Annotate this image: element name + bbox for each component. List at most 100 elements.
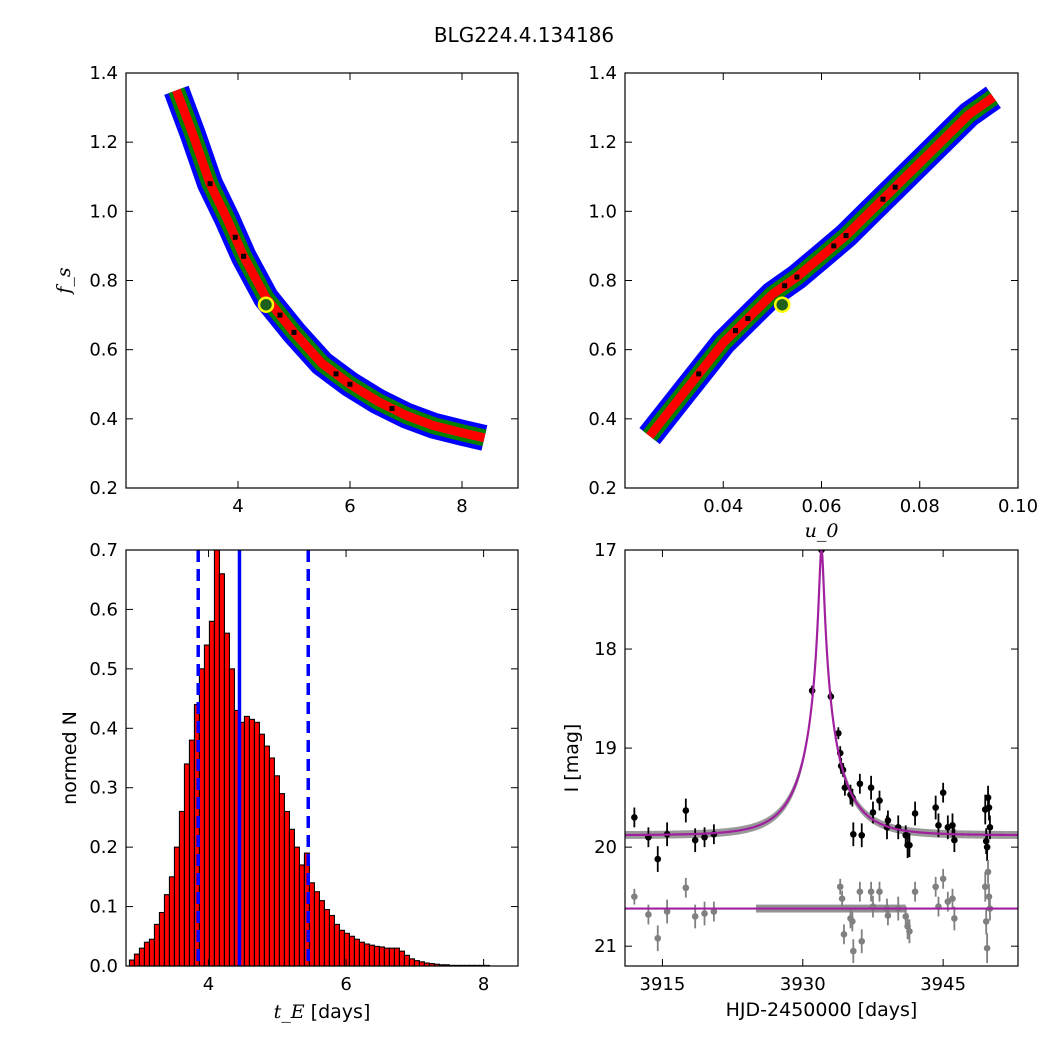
histogram-bar [403, 954, 410, 967]
contour-inner [646, 93, 996, 439]
y-tick-label: 0.0 [89, 956, 118, 977]
contour-core-cell [794, 274, 800, 280]
x-tick-label: 8 [456, 496, 467, 517]
contour-core-cell [782, 283, 788, 289]
data-point [911, 810, 919, 817]
contour-core-cell [745, 316, 751, 322]
x-tick-label: 3945 [920, 974, 966, 995]
histogram-bar [218, 573, 225, 967]
axes-frame [624, 549, 1019, 967]
histogram-bar [143, 941, 150, 967]
x-tick-label: 6 [340, 974, 351, 995]
data-point [983, 843, 991, 851]
histogram-bar [298, 864, 305, 967]
histogram-bar [328, 914, 335, 967]
x-axis-label: HJD-2450000 [days] [726, 999, 918, 1021]
histogram-bar [208, 620, 215, 967]
y-axis-label: normed N [59, 711, 81, 805]
y-tick-label: 0.3 [89, 778, 118, 799]
data-point [939, 789, 947, 796]
histogram-bar [188, 739, 195, 967]
histogram-bar [203, 644, 210, 967]
histogram-bar [178, 810, 185, 967]
x-axis-label: t_E [days] [274, 1001, 371, 1023]
y-tick-label: 1.2 [588, 132, 617, 153]
contour-core-cell [389, 405, 395, 411]
histogram-bar [163, 894, 170, 967]
residual-point [836, 883, 844, 891]
data-point [631, 814, 638, 821]
residual-point [981, 883, 989, 891]
y-tick-label: 0.4 [89, 409, 118, 430]
contour-core-cell [843, 233, 849, 239]
contour-core-cell [880, 196, 886, 202]
contour-core-cell [333, 371, 339, 377]
histogram-bar [413, 960, 420, 967]
y-tick-label: 1.0 [89, 201, 118, 222]
data-point [984, 794, 992, 801]
histogram-bar [138, 947, 145, 967]
axes-frame [125, 549, 519, 967]
histogram-bar [363, 943, 370, 967]
histogram-bar [268, 757, 275, 967]
histogram-bar [183, 763, 190, 967]
residual-point [884, 912, 892, 919]
contour-outer [164, 85, 488, 451]
histogram-bar [168, 876, 175, 967]
y-tick-label: 21 [594, 936, 617, 957]
y-axis-label: f_s [53, 267, 75, 296]
data-point [949, 822, 956, 829]
data-point [932, 804, 939, 811]
residual-point [984, 868, 992, 876]
histogram-bar [358, 941, 365, 967]
x-tick-label: 6 [344, 496, 355, 517]
contour-core-cell [347, 381, 353, 387]
panel-lightcurve: 3915 3930 3945 17 18 19 20 21 I [mag] HJD-2450000… [561, 540, 1019, 1021]
y-tick-label: 0.8 [588, 271, 617, 292]
histogram-bar [153, 923, 160, 967]
data-point [985, 804, 993, 811]
contour-core-cell [291, 329, 297, 335]
histogram-bar [173, 846, 180, 967]
contour-core-cell [892, 184, 898, 190]
contour-core-cell [831, 243, 837, 249]
residual-point [710, 908, 718, 915]
residual-point [645, 911, 652, 918]
data-point [876, 797, 883, 804]
histogram-bar [388, 947, 395, 967]
data-point [841, 784, 849, 792]
histogram-bar [313, 891, 320, 967]
y-tick-label: 0.8 [89, 271, 118, 292]
data-point [867, 784, 875, 792]
residual-point [838, 895, 846, 902]
y-tick-label: 1.0 [588, 201, 617, 222]
residual-point [982, 918, 990, 925]
histogram-bar [223, 632, 230, 967]
histogram-bar [248, 718, 255, 967]
best-fit-marker [773, 296, 791, 313]
data-point [951, 836, 958, 844]
contour-core-cell [241, 253, 247, 259]
residual-point [911, 888, 919, 896]
x-tick-label: 8 [478, 974, 489, 995]
residual-point [939, 875, 947, 883]
y-tick-label: 17 [594, 540, 617, 561]
histogram-bar [278, 793, 285, 967]
x-tick-label: 0.10 [998, 496, 1038, 517]
histogram-bar [323, 908, 330, 967]
y-tick-label: 0.6 [89, 599, 118, 620]
histogram-bar [308, 882, 315, 967]
x-tick-label: 0.04 [703, 496, 743, 517]
histogram-bar [343, 932, 350, 967]
histogram-bar [383, 947, 390, 967]
histogram-bar [398, 950, 405, 967]
histogram-bar [293, 846, 300, 967]
y-tick-label: 0.6 [588, 340, 617, 361]
panel-te-histogram: 4 6 8 0.0 0.1 0.2 0.3 0.4 0.5 0.6 0.7 normed N t_E [… [59, 540, 519, 1023]
residual-point [701, 910, 708, 917]
residual-point [985, 893, 993, 900]
y-tick-label: 0.4 [89, 718, 118, 739]
data-point [654, 855, 662, 863]
y-tick-label: 20 [594, 837, 617, 858]
